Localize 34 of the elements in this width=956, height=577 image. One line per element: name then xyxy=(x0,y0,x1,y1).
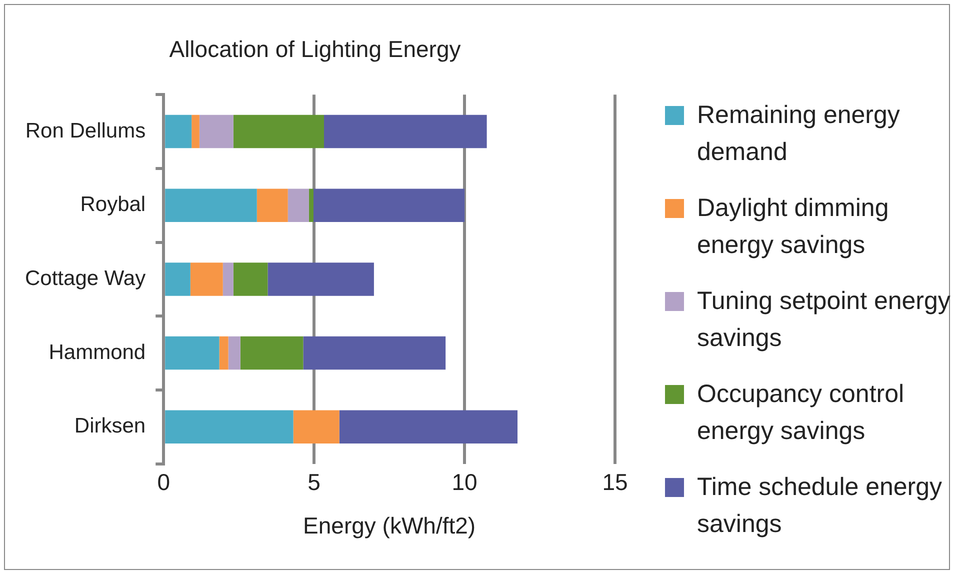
bar xyxy=(190,262,223,296)
legend-label: Daylight dimming energy savings xyxy=(697,193,890,261)
y-tick-label: Roybal xyxy=(80,193,146,216)
bar xyxy=(339,410,518,444)
y-tick-label: Hammond xyxy=(48,340,146,364)
bar xyxy=(233,262,268,296)
bar xyxy=(228,336,240,370)
x-tick-label: 15 xyxy=(602,468,628,495)
y-tick-label: Dirksen xyxy=(74,414,146,438)
bar xyxy=(233,114,324,148)
bar xyxy=(222,262,234,296)
x-axis-title: Energy (kWh/ft2) xyxy=(303,512,476,539)
x-tick-label: 10 xyxy=(452,468,478,495)
bar xyxy=(192,114,200,148)
bar xyxy=(256,188,288,222)
bar xyxy=(303,336,446,370)
bar xyxy=(240,336,304,370)
y-tick-label: Cottage Way xyxy=(24,266,146,290)
bar xyxy=(308,188,314,222)
bar xyxy=(199,114,234,148)
chart-title: Allocation of Lighting Energy xyxy=(169,36,462,62)
y-tick-label: Ron Dellums xyxy=(25,119,146,142)
x-tick-label: 5 xyxy=(308,468,320,495)
legend-label: Remaining energy demand xyxy=(697,100,901,168)
bar xyxy=(313,188,465,222)
bar xyxy=(293,410,340,444)
bar xyxy=(288,188,309,222)
bar xyxy=(268,262,374,296)
bar xyxy=(324,114,487,148)
legend-label: Time schedule energy savings xyxy=(697,472,944,540)
bar xyxy=(219,336,228,370)
legend-label: Occupancy control energy savings xyxy=(697,379,906,447)
x-tick-label: 0 xyxy=(157,468,170,495)
legend-label: Tuning setpoint energy savings xyxy=(697,286,952,354)
